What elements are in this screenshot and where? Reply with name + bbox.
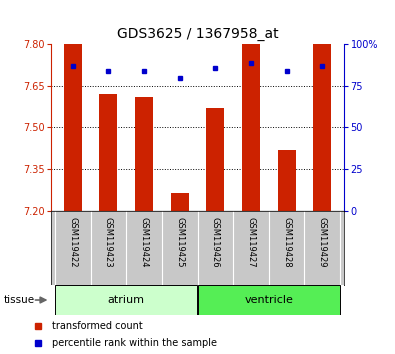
Bar bbox=[100, 94, 117, 211]
Text: atrium: atrium bbox=[108, 295, 145, 305]
Text: GSM119428: GSM119428 bbox=[282, 217, 291, 267]
Text: GSM119426: GSM119426 bbox=[211, 217, 220, 267]
Text: percentile rank within the sample: percentile rank within the sample bbox=[52, 338, 217, 348]
Bar bbox=[135, 97, 153, 211]
Text: ventricle: ventricle bbox=[245, 295, 293, 305]
Bar bbox=[278, 150, 295, 211]
Text: transformed count: transformed count bbox=[52, 321, 143, 331]
Text: GDS3625 / 1367958_at: GDS3625 / 1367958_at bbox=[117, 27, 278, 41]
Bar bbox=[242, 44, 260, 211]
Bar bbox=[313, 44, 331, 211]
Text: GSM119429: GSM119429 bbox=[318, 217, 327, 267]
Bar bbox=[207, 108, 224, 211]
Text: GSM119422: GSM119422 bbox=[68, 217, 77, 267]
Text: tissue: tissue bbox=[4, 295, 35, 305]
Text: GSM119424: GSM119424 bbox=[139, 217, 149, 267]
Bar bbox=[171, 193, 188, 211]
Bar bbox=[198, 285, 340, 315]
Text: GSM119423: GSM119423 bbox=[104, 217, 113, 267]
Bar bbox=[55, 285, 198, 315]
Text: GSM119425: GSM119425 bbox=[175, 217, 184, 267]
Bar bbox=[64, 44, 82, 211]
Text: GSM119427: GSM119427 bbox=[246, 217, 256, 267]
